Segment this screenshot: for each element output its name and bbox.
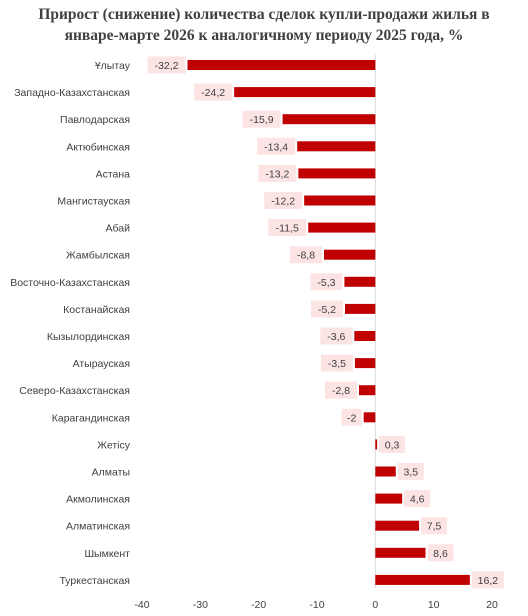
data-label: 16,2	[478, 575, 499, 587]
data-label: 4,6	[410, 494, 425, 506]
data-label: -5,2	[318, 304, 336, 316]
x-tick-label: 10	[428, 599, 440, 611]
category-label: Карагандинская	[52, 412, 130, 424]
x-tick-label: -40	[134, 599, 149, 611]
bar	[375, 493, 403, 504]
data-label: -3,5	[328, 358, 346, 370]
data-label-background	[242, 110, 281, 128]
chart-title-line-2: январе-марте 2026 к аналогичному периоду…	[64, 27, 464, 44]
data-label: 3,5	[403, 467, 418, 479]
bar	[354, 358, 376, 369]
bar	[308, 222, 376, 233]
category-label: Западно-Казахстанская	[14, 87, 130, 99]
bar	[282, 114, 376, 125]
bar	[359, 385, 376, 396]
data-label-background	[147, 56, 186, 74]
bar	[297, 141, 376, 152]
data-label-background	[325, 381, 357, 399]
x-tick-label: 20	[486, 599, 498, 611]
data-label: -15,9	[250, 114, 274, 126]
data-label: -13,2	[265, 168, 289, 180]
bar	[187, 60, 376, 70]
chart-title-line-1: Прирост (снижение) количества сделок куп…	[38, 6, 490, 23]
data-label: -24,2	[201, 87, 225, 99]
x-tick-label: 0	[372, 599, 378, 611]
bar	[375, 574, 470, 585]
bar	[304, 195, 376, 206]
category-label: Абай	[106, 223, 131, 235]
data-label-background	[290, 246, 322, 264]
data-label-background	[311, 300, 343, 318]
category-label: Актюбинская	[66, 141, 130, 153]
bar	[375, 520, 420, 531]
bar	[354, 331, 376, 341]
data-label-background	[257, 137, 296, 155]
category-label: Мангистауская	[57, 196, 130, 208]
data-label: 0,3	[385, 439, 400, 451]
category-label: Атырауская	[73, 358, 130, 370]
data-label-background	[264, 192, 303, 209]
category-label: Астана	[96, 168, 131, 180]
data-label: -8,8	[297, 250, 315, 262]
data-label: -11,5	[276, 223, 299, 235]
data-label: 8,6	[433, 548, 448, 560]
x-tick-label: -20	[251, 599, 266, 611]
data-label: -5,3	[317, 277, 335, 289]
data-label: -3,6	[327, 331, 345, 343]
data-label: -2	[347, 412, 356, 424]
data-label-background	[258, 164, 297, 182]
bar	[375, 547, 426, 558]
category-label: Ұлытау	[95, 60, 131, 72]
data-label: -2,8	[332, 385, 350, 397]
category-label: Алматы	[92, 467, 130, 479]
category-label: Туркестанская	[59, 575, 130, 587]
data-label-background	[194, 83, 233, 101]
chart-title: Прирост (снижение) количества сделок куп…	[0, 4, 528, 46]
data-label-background	[397, 463, 424, 480]
category-label: Шымкент	[84, 548, 130, 560]
bar	[234, 87, 376, 98]
bar	[344, 276, 376, 287]
data-label-background	[471, 571, 504, 589]
category-label: Акмолинская	[66, 494, 130, 506]
data-label-background	[427, 544, 454, 562]
category-label: Кызылординская	[47, 331, 130, 343]
data-label: 7,5	[427, 521, 442, 533]
data-label-background	[310, 273, 343, 291]
x-tick-label: -10	[309, 599, 324, 611]
bar	[298, 168, 376, 179]
data-label: -32,2	[155, 60, 179, 72]
category-label: Костанайская	[63, 304, 130, 316]
category-label: Жамбылская	[66, 250, 130, 262]
data-label-background	[379, 435, 406, 453]
data-label-background	[320, 327, 353, 345]
data-label-background	[320, 354, 353, 372]
bar	[375, 466, 396, 477]
data-label-background	[421, 517, 448, 535]
bar	[324, 249, 376, 260]
bar	[345, 303, 376, 314]
category-label: Восточно-Казахстанская	[10, 277, 130, 289]
category-label: Павлодарская	[60, 114, 130, 126]
data-label: -12,2	[271, 196, 295, 208]
data-label: -13,4	[264, 141, 288, 153]
category-label: Северо-Казахстанская	[19, 385, 130, 397]
data-label-background	[268, 219, 307, 237]
category-label: Алматинская	[66, 521, 130, 533]
bar	[375, 439, 378, 450]
data-label-background	[341, 408, 362, 426]
x-tick-label: -30	[193, 599, 208, 611]
data-label-background	[404, 490, 431, 508]
category-label: Жетісу	[97, 439, 130, 451]
bar	[363, 412, 376, 423]
